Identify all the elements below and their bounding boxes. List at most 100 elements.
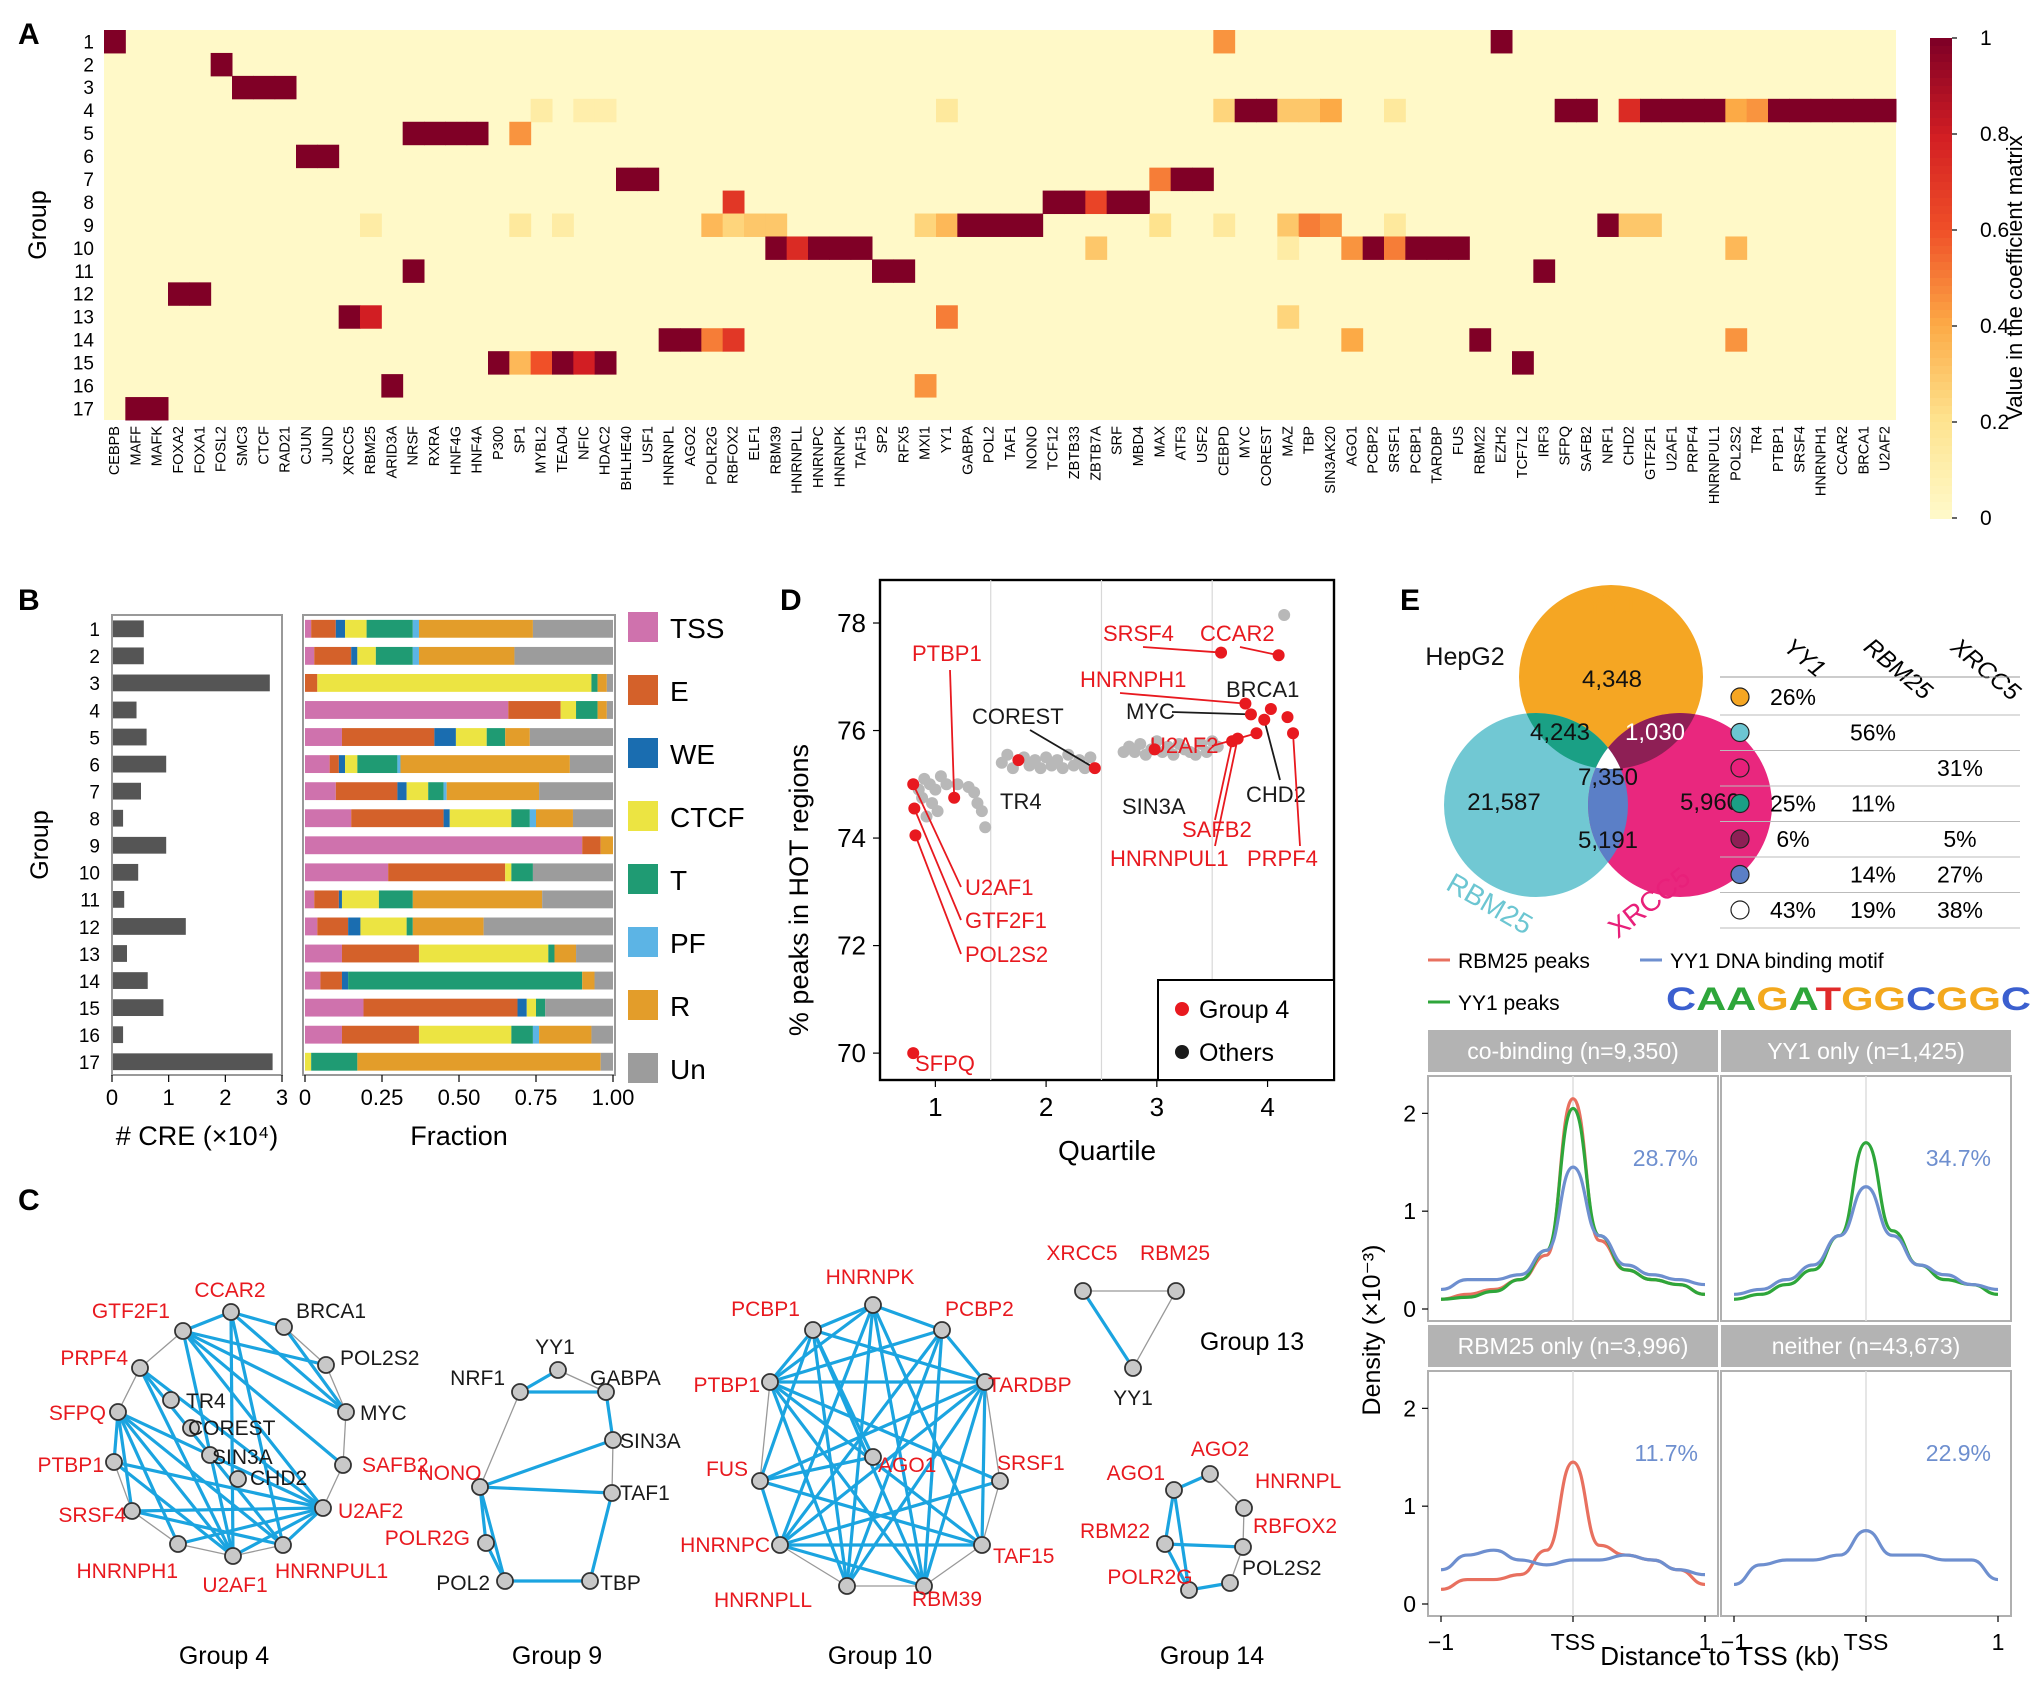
heatmap-cell [1469,328,1492,352]
heatmap-col-label: RBM22 [1472,426,1488,474]
network-node [201,1446,219,1464]
heatmap-col-label: HNRNPLL [790,426,806,494]
fraction-segment [305,1025,342,1044]
network-edge [758,1480,782,1546]
fraction-segment [360,917,407,936]
fraction-segment [511,1025,533,1044]
heatmap-cell [1640,213,1662,237]
density-ylabel: Density (×10⁻³) [1358,1245,1386,1416]
point-label: SRSF4 [1103,621,1174,646]
network-node [549,1361,567,1379]
colorbar-segment [1930,102,1952,111]
network-node-label: TARDBP [988,1374,1072,1397]
heatmap-col-label: PCBP1 [1408,426,1424,474]
table-cell: 6% [1776,826,1809,852]
group4-point [1148,743,1161,756]
network-edge [922,1381,987,1587]
colorbar-segment [1930,206,1952,215]
scatter-xtick-label: 3 [1150,1092,1164,1122]
fraction-segment [341,890,379,909]
fraction-segment [576,701,598,719]
heatmap-cell [338,305,361,329]
heatmap-cell [1682,98,1705,123]
heatmap-col-label: TCF12 [1046,426,1062,470]
fraction-segment [548,944,555,963]
heatmap-cell [573,351,596,375]
table-header: RBM25 [1859,633,1938,706]
fraction-segment [305,863,389,882]
network-node-label: U2AF1 [202,1574,267,1597]
heatmap-col-label: GABPA [960,426,976,475]
table-cell: 38% [1937,897,1983,923]
fraction-segment [345,619,367,638]
heatmap-cell [573,98,596,123]
heatmap-cell [722,190,745,215]
fraction-segment [305,673,318,692]
heatmap-cell [1874,98,1897,123]
heatmap-cell [936,213,958,237]
network-node [131,1359,149,1377]
legend-label: WE [670,739,715,770]
fraction-segment [366,619,413,638]
legend-swatch [628,738,658,768]
heatmap-col-label: P300 [491,426,507,460]
scatter-ylabel: % peaks in HOT regions [784,744,814,1036]
density-curve [1440,1106,1706,1301]
network-node [337,1403,355,1421]
colorbar-segment [1930,94,1952,103]
fraction-segment [314,646,352,665]
table-cell: 19% [1850,897,1896,923]
heatmap-cell [552,213,574,237]
heatmap-cell [1384,213,1406,237]
heatmap-col-label: ATF3 [1174,426,1190,460]
colorbar-segment [1930,150,1952,159]
cre-bar [113,1026,124,1044]
network-edge [759,1455,874,1483]
heatmap-cell [552,351,574,375]
heatmap-col-label: RXRA [427,426,443,467]
cre-bar [113,918,186,935]
facet-title: RBM25 only (n=3,996) [1458,1333,1689,1359]
heatmap-col-label: GTF2F1 [1643,426,1659,480]
heatmap-cell [1704,98,1726,123]
group4-point [1215,646,1228,659]
heatmap-cell [189,282,212,306]
table-row-swatch [1730,829,1750,849]
network-title: Group 4 [179,1642,269,1670]
colorbar-tick-label: 0.6 [1980,219,2009,242]
network-node-label: U2AF2 [338,1500,403,1523]
colorbar-segment [1930,134,1952,143]
fraction-segment [536,998,546,1017]
heatmap-row-label: 8 [83,193,94,214]
network-edge [1081,1290,1135,1369]
heatmap-col-label: CEBPB [107,426,123,475]
point-label: MYC [1126,699,1175,724]
legend-label: PF [670,928,706,959]
table-row-swatch [1730,758,1750,778]
heatmap-col-label: HDAC2 [598,426,614,475]
heatmap-row-label: 12 [73,285,94,306]
colorbar-tick-label: 0 [1980,507,1992,530]
heatmap-cell [1000,213,1022,237]
density-xtick-label: 1 [1699,1629,1712,1655]
heatmap-col-label: NRF1 [1600,426,1616,464]
density-xtick-label: TSS [1844,1629,1889,1655]
legend-label: R [670,991,690,1022]
fraction-xtick-label: 0.75 [515,1085,558,1110]
other-factor-point [1167,748,1180,761]
density-ytick-label: 2 [1403,1395,1416,1421]
other-factor-point [975,805,988,818]
table-row-swatch [1730,722,1750,743]
table-cell: 5% [1943,826,1976,852]
group4-point [1088,762,1101,775]
heatmap-cell [1320,98,1342,123]
heatmap-cell [957,213,980,237]
cre-xtick-label: 0 [106,1085,118,1110]
network-node-label: AGO1 [878,1454,936,1477]
cre-bar [113,782,141,800]
hot-scatter-panel: 1 2 3 4 70 72 74 76 78 Quartile % peaks in HOT reg… [784,578,1336,1166]
colorbar-segment [1930,382,1952,391]
network-node [1156,1535,1174,1553]
network-edge [182,1329,327,1367]
cre-bar [113,809,124,827]
